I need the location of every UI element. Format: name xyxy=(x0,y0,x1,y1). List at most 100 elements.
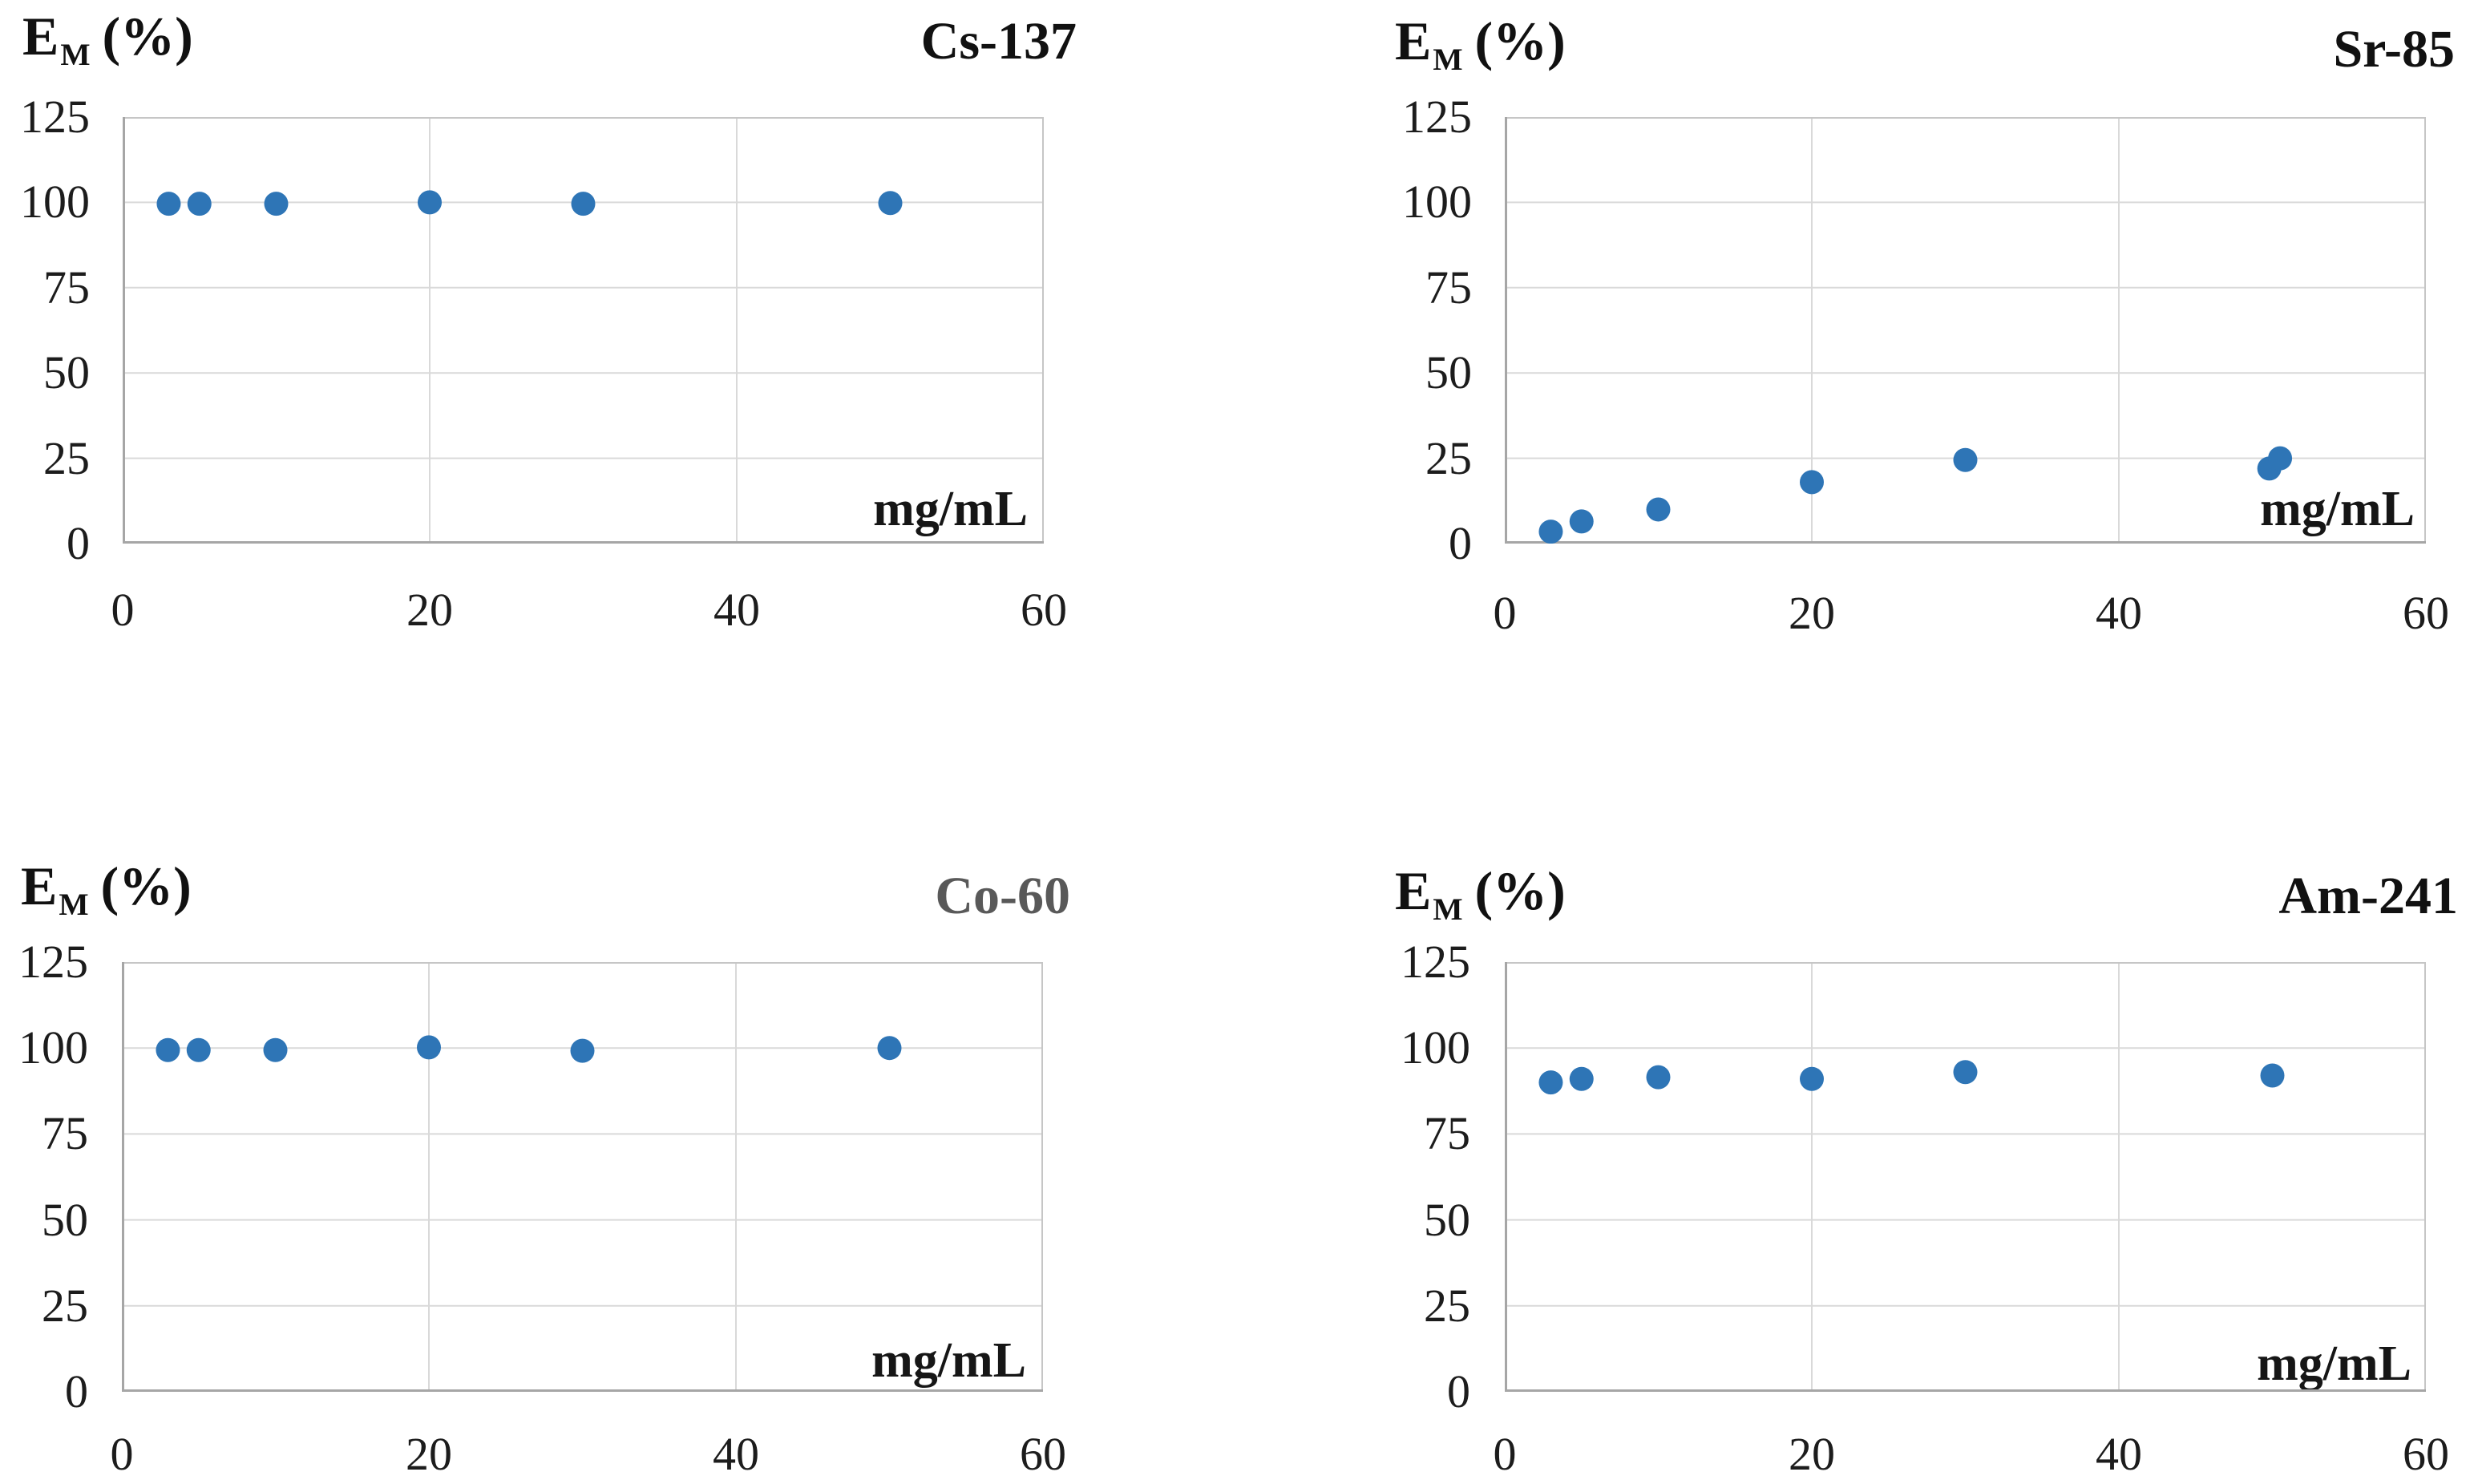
y-tick-label: 100 xyxy=(1401,1021,1470,1074)
x-unit-label: mg/mL xyxy=(871,1333,1026,1388)
y-tick-label: 50 xyxy=(1424,1193,1470,1246)
y-axis-label-unit: (%) xyxy=(102,6,193,67)
data-point xyxy=(878,191,903,216)
y-axis-label-main: E xyxy=(1395,10,1432,71)
x-tick-label: 0 xyxy=(110,1428,134,1480)
data-point xyxy=(570,1038,595,1063)
y-axis-label: EM (%) xyxy=(21,855,192,923)
data-point xyxy=(263,1037,288,1062)
y-axis-label: EM (%) xyxy=(1395,859,1566,928)
data-point xyxy=(186,1037,211,1062)
data-point xyxy=(1538,1070,1563,1095)
y-tick-label: 100 xyxy=(18,1021,88,1074)
y-tick-label: 125 xyxy=(18,936,88,988)
y-tick-label: 25 xyxy=(1424,1279,1470,1332)
plot-area xyxy=(122,962,1043,1392)
chart-title: Am-241 xyxy=(2278,867,2458,925)
data-point xyxy=(1800,470,1824,495)
y-tick-label: 25 xyxy=(43,431,90,484)
data-point xyxy=(1800,1066,1824,1091)
y-axis-label-unit: (%) xyxy=(1474,10,1566,71)
y-tick-label: 75 xyxy=(1425,261,1472,313)
y-tick-label: 75 xyxy=(42,1107,88,1160)
data-point xyxy=(877,1036,902,1061)
x-unit-label: mg/mL xyxy=(873,482,1028,536)
y-tick-label: 50 xyxy=(1425,346,1472,399)
x-tick-label: 20 xyxy=(406,1428,452,1480)
y-axis-label: EM (%) xyxy=(22,5,193,73)
data-point xyxy=(156,192,181,216)
data-point xyxy=(2257,456,2282,481)
y-tick-label: 0 xyxy=(1447,1365,1470,1417)
y-axis-label: EM (%) xyxy=(1395,10,1566,78)
x-tick-label: 0 xyxy=(111,584,135,636)
y-axis-label-main: E xyxy=(1395,860,1432,921)
y-tick-label: 25 xyxy=(42,1279,88,1332)
x-tick-label: 60 xyxy=(1020,1428,1066,1480)
chart-title: Cs-137 xyxy=(920,12,1077,71)
y-axis-label-unit: (%) xyxy=(100,855,192,916)
data-point xyxy=(571,192,596,216)
x-tick-label: 60 xyxy=(1021,584,1067,636)
y-tick-label: 125 xyxy=(1401,936,1470,988)
plot-border xyxy=(1505,117,2426,544)
y-tick-label: 0 xyxy=(1449,517,1472,569)
y-axis-label-subscript: M xyxy=(1433,891,1463,927)
data-point xyxy=(2260,1063,2285,1088)
y-tick-label: 50 xyxy=(43,346,90,399)
data-point xyxy=(1569,1066,1594,1091)
y-tick-label: 100 xyxy=(1402,176,1472,228)
y-tick-label: 25 xyxy=(1425,431,1472,484)
data-point xyxy=(264,192,289,216)
y-tick-label: 0 xyxy=(65,1365,88,1417)
plot-border xyxy=(123,117,1044,544)
data-point xyxy=(1953,1060,1978,1085)
plot-area xyxy=(123,117,1044,544)
y-axis-label-unit: (%) xyxy=(1474,860,1566,921)
chart-title: Sr-85 xyxy=(2333,20,2455,79)
y-axis-label-main: E xyxy=(21,855,58,916)
data-point xyxy=(1538,520,1563,544)
data-point xyxy=(1646,497,1671,522)
x-tick-label: 40 xyxy=(713,1428,759,1480)
x-tick-label: 60 xyxy=(2403,1428,2449,1480)
x-tick-label: 20 xyxy=(406,584,453,636)
y-axis-label-subscript: M xyxy=(60,36,91,72)
data-point xyxy=(1646,1065,1671,1090)
x-unit-label: mg/mL xyxy=(2260,482,2415,536)
data-point xyxy=(418,190,442,215)
y-tick-label: 125 xyxy=(20,91,90,143)
y-tick-label: 0 xyxy=(67,517,90,569)
data-point xyxy=(1953,447,1978,472)
y-tick-label: 125 xyxy=(1402,91,1472,143)
x-tick-label: 0 xyxy=(1493,587,1517,639)
y-tick-label: 100 xyxy=(20,176,90,228)
data-point xyxy=(187,192,212,216)
data-point xyxy=(417,1035,441,1060)
x-tick-label: 20 xyxy=(1789,587,1835,639)
y-tick-label: 75 xyxy=(1424,1107,1470,1160)
data-point xyxy=(2268,446,2293,471)
x-tick-label: 20 xyxy=(1789,1428,1835,1480)
y-tick-label: 50 xyxy=(42,1193,88,1246)
x-tick-label: 40 xyxy=(2096,587,2142,639)
data-point xyxy=(1569,509,1594,534)
plot-area xyxy=(1505,962,2426,1392)
plot-area xyxy=(1505,117,2426,544)
x-tick-label: 40 xyxy=(713,584,760,636)
y-axis-label-subscript: M xyxy=(1433,41,1463,77)
x-tick-label: 60 xyxy=(2403,587,2449,639)
chart-title: Co-60 xyxy=(935,867,1070,925)
y-axis-label-main: E xyxy=(22,6,59,67)
plot-border xyxy=(122,962,1043,1392)
data-point xyxy=(156,1037,180,1062)
x-tick-label: 0 xyxy=(1493,1428,1517,1480)
x-unit-label: mg/mL xyxy=(2257,1336,2411,1391)
y-tick-label: 75 xyxy=(43,261,90,313)
x-tick-label: 40 xyxy=(2096,1428,2142,1480)
